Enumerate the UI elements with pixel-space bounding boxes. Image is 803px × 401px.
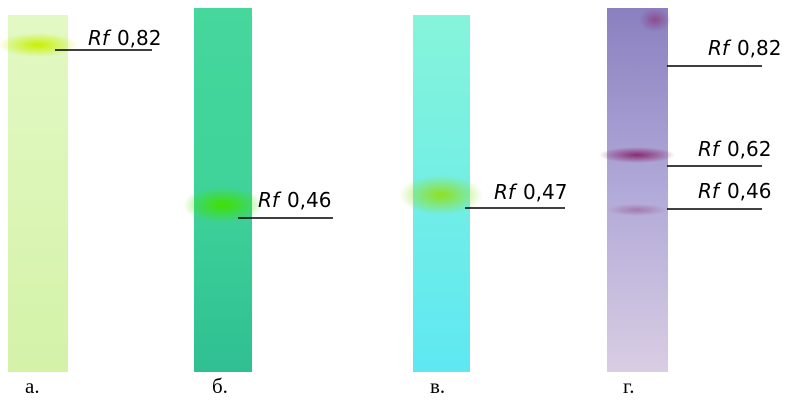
rf-value: 0,46 <box>727 179 772 203</box>
rf-symbol: Rf <box>88 26 112 50</box>
rf-value: 0,62 <box>727 137 772 161</box>
rf-symbol: Rf <box>258 188 282 212</box>
spot <box>607 204 667 216</box>
rf-symbol: Rf <box>708 36 732 60</box>
rf-value: 0,46 <box>287 188 332 212</box>
spot <box>599 147 675 163</box>
rf-symbol: Rf <box>494 180 518 204</box>
panel-label: б. <box>212 374 228 398</box>
rf-symbol: Rf <box>698 137 722 161</box>
panel-label: г. <box>623 374 635 398</box>
spot <box>0 33 78 57</box>
rf-value: 0,82 <box>737 36 782 60</box>
rf-value: 0,47 <box>523 180 568 204</box>
panel-label: в. <box>430 374 445 398</box>
figure: а.Rf0,82б.Rf0,46в.Rf0,47г.Rf0,82Rf0,62Rf… <box>0 0 803 401</box>
spot <box>399 175 483 215</box>
plate <box>8 15 68 372</box>
rf-value: 0,82 <box>117 26 162 50</box>
plate <box>607 8 668 372</box>
panel-label: а. <box>25 374 40 398</box>
spot <box>639 8 671 32</box>
plates <box>0 8 675 372</box>
rf-symbol: Rf <box>698 179 722 203</box>
